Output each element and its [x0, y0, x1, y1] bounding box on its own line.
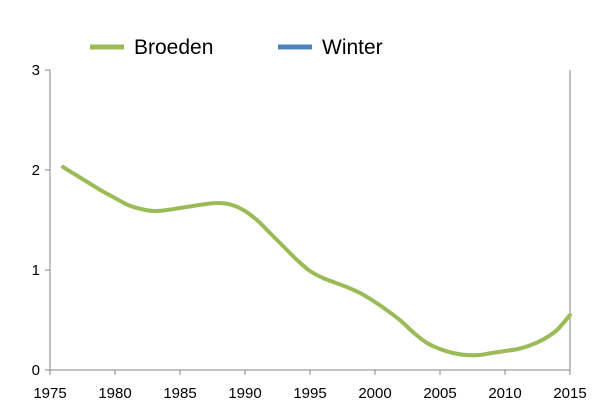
legend: Broeden Winter [90, 36, 383, 59]
x-tick-label: 2010 [488, 385, 521, 400]
y-tick-label: 2 [32, 162, 40, 179]
legend-label-winter: Winter [322, 36, 383, 59]
x-tick-label: 1990 [228, 385, 261, 400]
x-tick-label: 1985 [163, 385, 196, 400]
x-tick-label: 1995 [293, 385, 326, 400]
x-tick-label: 1980 [98, 385, 131, 400]
x-ticks: 1975 1980 1985 1990 1995 2000 2005 2010 2015 [33, 370, 587, 400]
y-tick-label: 0 [32, 362, 40, 379]
x-tick-label: 1975 [33, 385, 66, 400]
x-tick-label: 2005 [423, 385, 456, 400]
series-line-broeden [61, 165, 572, 358]
y-ticks: 0 1 2 3 [32, 62, 50, 379]
x-tick-label: 2015 [553, 385, 586, 400]
legend-label-broeden: Broeden [134, 36, 213, 59]
series-layer [61, 165, 572, 358]
x-tick-label: 2000 [358, 385, 391, 400]
axes [49, 70, 571, 371]
y-tick-label: 1 [32, 262, 40, 279]
y-tick-label: 3 [32, 62, 40, 79]
